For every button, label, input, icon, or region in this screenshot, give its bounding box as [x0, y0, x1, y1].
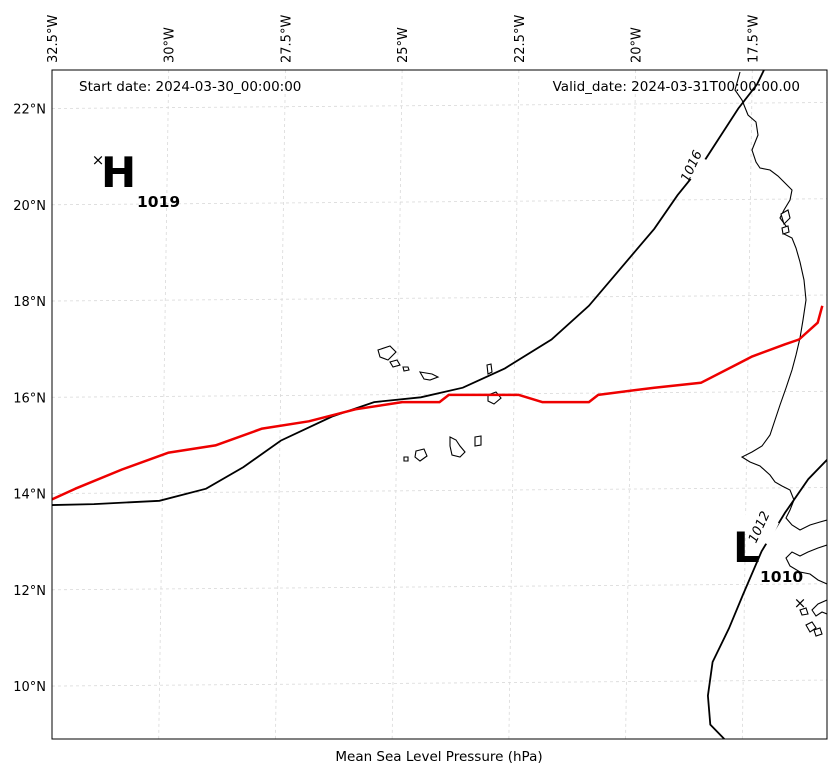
longitude-tick-label: 27.5°W: [279, 15, 294, 63]
storm-track: [52, 305, 824, 501]
africa-coastline: [734, 71, 827, 531]
x-axis-label: Mean Sea Level Pressure (hPa): [335, 749, 542, 765]
low-centre-marker: ×: [794, 594, 807, 612]
meridian-gridline: [625, 70, 636, 739]
guinea-coastline: [785, 544, 827, 585]
longitude-tick-label: 17.5°W: [746, 15, 761, 63]
brava-island: [403, 456, 409, 462]
bijagos-coastline: [811, 599, 827, 617]
longitude-tick-label: 25°W: [396, 27, 411, 63]
coastlines: [734, 71, 827, 637]
high-pressure-value: 1019: [137, 193, 180, 211]
sao-nicolau-island: [418, 371, 440, 381]
longitude-tick-label: 22.5°W: [513, 15, 528, 63]
fogo-island: [414, 448, 428, 462]
parallel-gridline: [52, 294, 827, 302]
santa-luzia-island: [402, 366, 410, 372]
meridian-gridline: [158, 70, 170, 739]
high-pressure-letter: H: [101, 148, 136, 197]
longitude-tick-label: 30°W: [163, 27, 178, 63]
cape-verde-islands: [377, 345, 502, 462]
isobar-label-background: [670, 147, 712, 184]
bijagos-island-1: [805, 621, 817, 633]
storm-track-line: [52, 305, 824, 501]
valid-date-label: Valid_date: 2024-03-31T00:00:00.00: [553, 79, 800, 95]
longitude-tick-label: 32.5°W: [46, 15, 61, 63]
latitude-tick-label: 12°N: [13, 584, 46, 599]
santo-antao-island: [377, 345, 397, 361]
meridian-gridline: [275, 70, 286, 739]
latitude-ticks: 22°N 20°N 18°N 16°N 14°N 12°N 10°N: [13, 103, 46, 696]
parallel-gridline: [52, 487, 827, 494]
latitude-tick-label: 16°N: [13, 391, 46, 406]
canary-island-2: [781, 225, 790, 235]
gridlines: [52, 70, 827, 739]
low-pressure-value: 1010: [760, 568, 803, 586]
latitude-tick-label: 10°N: [13, 680, 46, 695]
isobar-1012: [706, 458, 827, 739]
sao-vicente-island: [389, 359, 401, 368]
canary-island: [780, 209, 791, 226]
high-centre-marker: ×: [92, 151, 105, 169]
latitude-tick-label: 18°N: [13, 295, 46, 310]
bijagos-island-2: [813, 627, 823, 637]
bijagos-island-3: [799, 607, 809, 616]
low-pressure-letter: L: [733, 523, 760, 572]
latitude-tick-label: 22°N: [13, 103, 46, 118]
parallel-gridline: [52, 102, 827, 109]
parallel-gridline: [52, 583, 827, 591]
sal-island: [486, 363, 493, 375]
latitude-tick-label: 14°N: [13, 488, 46, 503]
santiago-island: [449, 436, 466, 458]
longitude-ticks: 32.5°W 30°W 27.5°W 25°W 22.5°W 20°W 17.5°W: [46, 15, 761, 63]
maio-island: [474, 435, 482, 447]
longitude-tick-label: 20°W: [630, 27, 645, 63]
start-date-label: Start date: 2024-03-30_00:00:00: [79, 79, 301, 95]
isobar-1016: [52, 70, 765, 506]
isobar-label-background: [737, 508, 779, 545]
meridian-gridline: [741, 70, 753, 739]
latitude-tick-label: 20°N: [13, 199, 46, 214]
meridian-gridline: [508, 70, 520, 739]
map-frame: [51, 69, 828, 740]
